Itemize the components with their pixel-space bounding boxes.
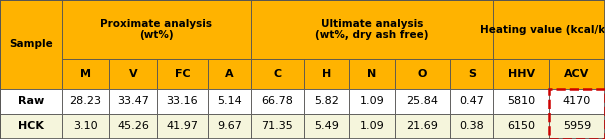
Bar bbox=[208, 89, 250, 114]
Text: Sample: Sample bbox=[9, 39, 53, 49]
Text: 33.47: 33.47 bbox=[117, 96, 149, 106]
Bar bbox=[451, 89, 493, 114]
Bar bbox=[250, 59, 304, 89]
Bar bbox=[394, 59, 451, 89]
Text: 5.14: 5.14 bbox=[217, 96, 242, 106]
Bar bbox=[549, 114, 605, 139]
Bar bbox=[0, 89, 62, 114]
Text: 3.10: 3.10 bbox=[73, 121, 98, 131]
Text: 4170: 4170 bbox=[563, 96, 591, 106]
Text: 1.09: 1.09 bbox=[359, 96, 384, 106]
Bar bbox=[62, 59, 110, 89]
Bar bbox=[62, 89, 110, 114]
Text: C: C bbox=[273, 69, 281, 79]
Bar bbox=[208, 59, 250, 89]
Bar bbox=[208, 114, 250, 139]
Bar bbox=[451, 114, 493, 139]
Text: O: O bbox=[418, 69, 427, 79]
Bar bbox=[349, 89, 394, 114]
Bar bbox=[110, 59, 157, 89]
Text: 33.16: 33.16 bbox=[166, 96, 198, 106]
Text: HCK: HCK bbox=[18, 121, 44, 131]
Bar bbox=[110, 89, 157, 114]
Text: H: H bbox=[322, 69, 332, 79]
Text: Proximate analysis
(wt%): Proximate analysis (wt%) bbox=[100, 19, 212, 40]
Bar bbox=[549, 59, 605, 89]
Text: Raw: Raw bbox=[18, 96, 44, 106]
Bar bbox=[304, 89, 349, 114]
Bar bbox=[250, 114, 304, 139]
Text: 5.82: 5.82 bbox=[315, 96, 339, 106]
Bar bbox=[493, 0, 605, 59]
Text: S: S bbox=[468, 69, 476, 79]
Bar bbox=[349, 59, 394, 89]
Text: 0.47: 0.47 bbox=[459, 96, 484, 106]
Bar bbox=[493, 89, 549, 114]
Text: 0.38: 0.38 bbox=[459, 121, 484, 131]
Text: Heating value (kcal/kg): Heating value (kcal/kg) bbox=[480, 25, 605, 34]
Text: 28.23: 28.23 bbox=[70, 96, 102, 106]
Bar bbox=[157, 89, 208, 114]
Bar bbox=[549, 89, 605, 114]
Bar bbox=[0, 0, 62, 89]
Text: N: N bbox=[367, 69, 376, 79]
Text: 9.67: 9.67 bbox=[217, 121, 242, 131]
Bar bbox=[304, 59, 349, 89]
Bar bbox=[62, 114, 110, 139]
Text: A: A bbox=[225, 69, 234, 79]
Bar bbox=[62, 0, 250, 59]
Bar bbox=[493, 114, 549, 139]
Text: 66.78: 66.78 bbox=[261, 96, 293, 106]
Text: 71.35: 71.35 bbox=[261, 121, 293, 131]
Text: HHV: HHV bbox=[508, 69, 535, 79]
Text: Ultimate analysis
(wt%, dry ash free): Ultimate analysis (wt%, dry ash free) bbox=[315, 19, 429, 40]
Bar bbox=[157, 114, 208, 139]
Bar bbox=[110, 114, 157, 139]
Text: 21.69: 21.69 bbox=[407, 121, 439, 131]
Text: 45.26: 45.26 bbox=[117, 121, 149, 131]
Text: 5.49: 5.49 bbox=[315, 121, 339, 131]
Text: M: M bbox=[80, 69, 91, 79]
Text: 1.09: 1.09 bbox=[359, 121, 384, 131]
Text: 5810: 5810 bbox=[507, 96, 535, 106]
Bar bbox=[349, 114, 394, 139]
Bar bbox=[394, 114, 451, 139]
Text: 5959: 5959 bbox=[563, 121, 591, 131]
Text: ACV: ACV bbox=[564, 69, 590, 79]
Bar bbox=[451, 59, 493, 89]
Text: 6150: 6150 bbox=[507, 121, 535, 131]
Bar bbox=[250, 0, 493, 59]
Bar bbox=[250, 89, 304, 114]
Bar bbox=[304, 114, 349, 139]
Bar bbox=[493, 59, 549, 89]
Bar bbox=[549, 89, 605, 139]
Bar bbox=[394, 89, 451, 114]
Bar bbox=[157, 59, 208, 89]
Text: 41.97: 41.97 bbox=[166, 121, 198, 131]
Text: 25.84: 25.84 bbox=[407, 96, 439, 106]
Bar bbox=[0, 114, 62, 139]
Text: V: V bbox=[129, 69, 137, 79]
Text: FC: FC bbox=[175, 69, 191, 79]
